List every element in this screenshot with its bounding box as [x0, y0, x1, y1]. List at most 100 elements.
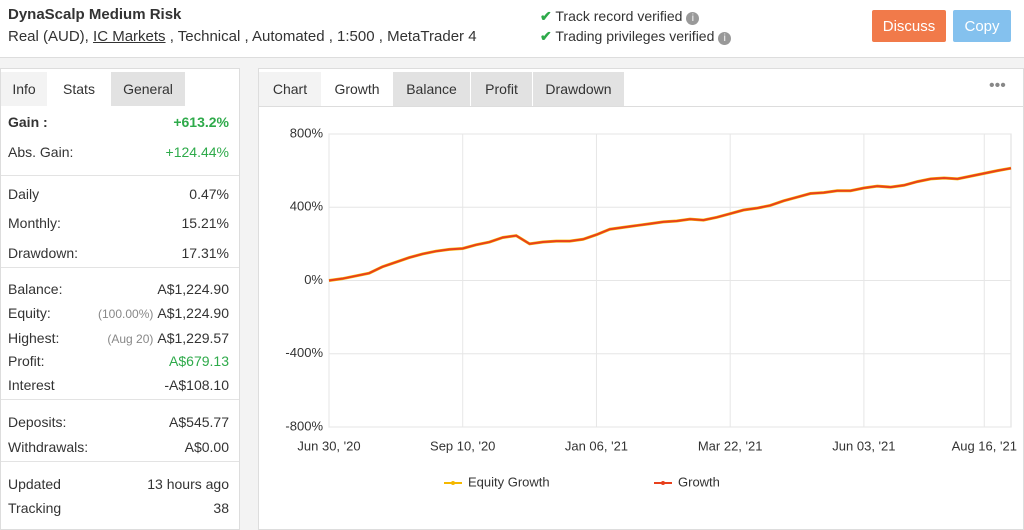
stat-row: Balance: A$1,224.90 [8, 281, 229, 297]
y-tick-label: 400% [290, 199, 324, 214]
stat-value: A$0.00 [185, 439, 229, 455]
stat-row: Drawdown: 17.31% [8, 245, 229, 261]
copy-button[interactable]: Copy [953, 10, 1011, 42]
stat-row: Withdrawals: A$0.00 [8, 439, 229, 455]
verified-text: Trading privileges verified [555, 28, 715, 44]
stat-row: Daily 0.47% [8, 186, 229, 202]
title: DynaScalp Medium Risk [8, 6, 182, 23]
stat-label: Interest [8, 377, 55, 393]
stats-panel: Info Stats General Gain : +613.2% Abs. Gai… [0, 68, 240, 530]
line-series [328, 166, 1012, 282]
tab-stats[interactable]: Stats [48, 72, 110, 106]
stat-label: Balance: [8, 281, 63, 297]
stat-note: (100.00%) [98, 307, 154, 321]
stat-value-text: A$1,224.90 [157, 305, 229, 321]
line-series [328, 167, 1012, 282]
tab-profit[interactable]: Profit [471, 72, 532, 106]
chart-panel: Chart Growth Balance Profit Drawdown •••… [258, 68, 1024, 530]
stat-row: Abs. Gain: +124.44% [8, 144, 229, 160]
x-tick-label: Jun 30, '20 [297, 438, 360, 453]
separator [1, 175, 239, 176]
stat-value-text: A$1,229.57 [157, 330, 229, 346]
tab-drawdown[interactable]: Drawdown [533, 72, 624, 106]
stat-label: Equity: [8, 305, 51, 321]
subtitle: Real (AUD), IC Markets , Technical , Aut… [8, 28, 477, 45]
stat-note: (Aug 20) [107, 332, 154, 346]
tab-divider [259, 106, 1023, 107]
more-menu[interactable]: ••• [989, 77, 1006, 94]
stat-value: 15.21% [182, 215, 229, 231]
stat-value: +124.44% [166, 144, 229, 160]
stat-row: Interest -A$108.10 [8, 377, 229, 393]
stat-label: Abs. Gain: [8, 144, 74, 160]
stat-row: Tracking 38 [8, 500, 229, 516]
stat-value: A$1,224.90 [157, 281, 229, 297]
separator [1, 399, 239, 400]
stat-label: Withdrawals: [8, 439, 89, 455]
stat-value-text: 38 [213, 500, 229, 516]
tab-growth[interactable]: Growth [322, 72, 392, 106]
stat-value-text: -A$108.10 [164, 377, 229, 393]
verified-2: ✔ Trading privileges verified i [540, 28, 732, 45]
subtitle-end: , Technical , Automated , 1:500 , MetaTr… [169, 28, 477, 45]
legend-label: Growth [678, 474, 720, 489]
y-tick-label: -400% [285, 345, 323, 360]
stat-label: Monthly: [8, 215, 61, 231]
legend-dot [661, 481, 665, 485]
subtitle-start: Real (AUD), [8, 28, 89, 45]
stat-value-text: A$679.13 [169, 353, 229, 369]
broker-link[interactable]: IC Markets [93, 28, 166, 45]
stat-row: Monthly: 15.21% [8, 215, 229, 231]
stat-value: (Aug 20) A$1,229.57 [107, 330, 229, 346]
stat-value: 38 [213, 500, 229, 516]
y-tick-label: 0% [304, 272, 323, 287]
stat-label: Highest: [8, 330, 60, 346]
separator [1, 461, 239, 462]
stat-value: A$545.77 [169, 414, 229, 430]
x-tick-label: Aug 16, '21 [952, 438, 1017, 453]
stat-label: Tracking [8, 500, 62, 516]
stat-row: Profit: A$679.13 [8, 353, 229, 369]
stat-value-text: 0.47% [189, 186, 229, 202]
stat-label: Daily [8, 186, 40, 202]
discuss-button[interactable]: Discuss [872, 10, 946, 42]
stat-value: (100.00%) A$1,224.90 [98, 305, 229, 321]
stat-value-text: 17.31% [181, 245, 229, 261]
tab-info[interactable]: Info [1, 72, 47, 106]
stat-label: Profit: [8, 353, 45, 369]
stat-value: 13 hours ago [147, 476, 229, 492]
stat-row: Updated 13 hours ago [8, 476, 229, 492]
legend-dot [451, 481, 455, 485]
stat-value: +613.2% [173, 114, 229, 130]
stat-row: Equity: (100.00%) A$1,224.90 [8, 305, 229, 321]
stat-value-text: A$0.00 [184, 439, 229, 455]
stat-label: Gain : [8, 114, 48, 130]
stat-row: Gain : +613.2% [8, 114, 229, 130]
tab-balance[interactable]: Balance [393, 72, 470, 106]
verified-1: ✔ Track record verified i [540, 8, 700, 25]
x-tick-label: Jun 03, '21 [832, 438, 895, 453]
stat-value: -A$108.10 [164, 377, 229, 393]
chart: 800% 400% 0% -400% -800% Jun 30, '20 Sep 10, '… [285, 125, 1017, 489]
stat-value: 0.47% [189, 186, 229, 202]
stat-value: A$679.13 [169, 353, 229, 369]
legend-label: Equity Growth [468, 474, 550, 489]
tab-general[interactable]: General [111, 72, 185, 106]
stat-value-text: 15.21% [181, 215, 229, 231]
y-tick-label: 800% [290, 125, 324, 140]
stat-label: Deposits: [8, 414, 67, 430]
stat-label: Drawdown: [8, 245, 79, 261]
separator [1, 267, 239, 268]
tab-chart[interactable]: Chart [259, 72, 321, 106]
stat-label: Updated [8, 476, 61, 492]
stat-row: Deposits: A$545.77 [8, 414, 229, 430]
stat-value-text: A$1,224.90 [157, 281, 229, 297]
stat-value-text: A$545.77 [169, 414, 229, 430]
stat-value-text: 13 hours ago [147, 476, 229, 492]
stats-rows: Gain : +613.2% Abs. Gain: +124.44% Daily 0.47… [1, 69, 239, 529]
stat-value-text: +613.2% [173, 114, 229, 130]
verified-text: Track record verified [555, 8, 683, 24]
stat-value: 17.31% [182, 245, 229, 261]
y-tick-label: -800% [285, 418, 323, 433]
